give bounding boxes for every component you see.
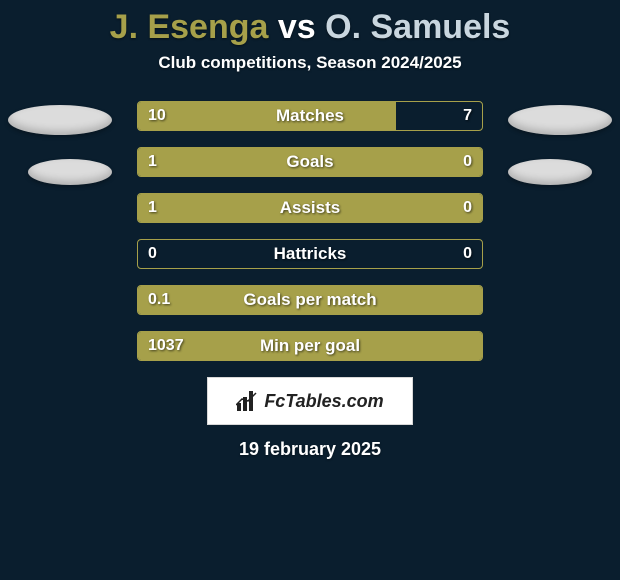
stat-rows: 107Matches 10Goals 10Assists 00Hattricks 0.1… [137, 101, 483, 361]
stat-label: Min per goal [138, 332, 482, 360]
title-player2: O. Samuels [325, 8, 510, 46]
brand-badge: FcTables.com [207, 377, 413, 425]
left-player-ellipse [8, 105, 112, 135]
subtitle: Club competitions, Season 2024/2025 [0, 53, 620, 73]
stat-row: 10Goals [137, 147, 483, 177]
left-player-ellipse [28, 159, 112, 185]
right-player-ellipse [508, 105, 612, 135]
date-text: 19 february 2025 [0, 439, 620, 460]
stat-label: Matches [138, 102, 482, 130]
brand-bars-icon [236, 391, 258, 411]
comparison-stage: 107Matches 10Goals 10Assists 00Hattricks 0.1… [0, 101, 620, 361]
stat-label: Assists [138, 194, 482, 222]
stat-label: Goals per match [138, 286, 482, 314]
stat-label: Goals [138, 148, 482, 176]
stat-label: Hattricks [138, 240, 482, 268]
stat-row: 00Hattricks [137, 239, 483, 269]
stat-row: 0.1Goals per match [137, 285, 483, 315]
page-title: J. Esenga vs O. Samuels [0, 0, 620, 47]
brand-text: FcTables.com [264, 391, 383, 412]
stat-row: 1037Min per goal [137, 331, 483, 361]
stat-row: 10Assists [137, 193, 483, 223]
title-player1: J. Esenga [110, 8, 269, 46]
right-player-ellipse [508, 159, 592, 185]
title-vs: vs [278, 8, 316, 46]
stat-row: 107Matches [137, 101, 483, 131]
